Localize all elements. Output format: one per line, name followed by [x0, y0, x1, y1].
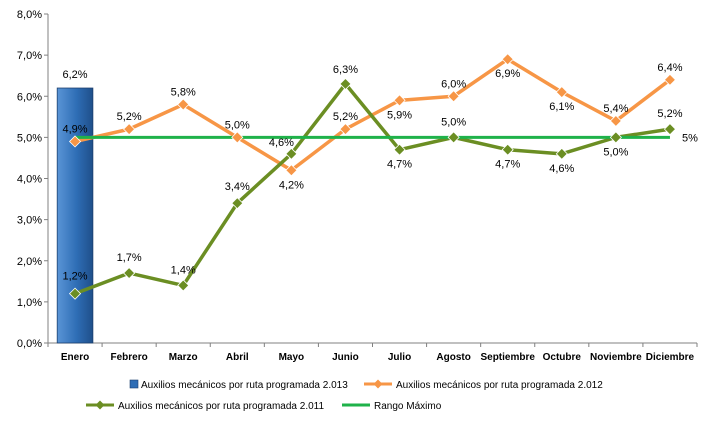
point-2011	[231, 197, 244, 210]
data-label-2011: 1,7%	[117, 252, 142, 264]
point-2011	[609, 131, 622, 144]
point-2012	[393, 94, 406, 107]
x-tick-label: Febrero	[111, 352, 148, 363]
legend-label: Auxilios mecánicos por ruta programada 2…	[396, 380, 603, 391]
y-tick-label: 2,0%	[17, 256, 42, 268]
x-tick-label: Agosto	[436, 352, 470, 363]
legend-label: Rango Máximo	[374, 401, 442, 412]
data-label-2012: 5,9%	[387, 109, 412, 121]
y-tick-label: 6,0%	[17, 91, 42, 103]
data-label-2011: 3,4%	[225, 181, 250, 193]
data-label-2012: 4,2%	[279, 179, 304, 191]
point-2011	[177, 279, 190, 292]
point-2012	[663, 73, 677, 86]
point-2012	[555, 86, 568, 99]
point-2012	[123, 123, 136, 136]
data-label-2011: 5,2%	[657, 108, 682, 120]
point-2011	[447, 131, 460, 144]
x-tick-label: Octubre	[543, 352, 582, 363]
data-label-2012: 5,2%	[333, 111, 358, 123]
data-label-rango-maximo: 5%	[682, 132, 698, 144]
x-tick-label: Abril	[226, 352, 249, 363]
data-label-2012: 6,9%	[495, 68, 520, 80]
point-2012	[177, 98, 190, 111]
point-2011	[393, 143, 406, 156]
data-label-2011: 5,0%	[603, 146, 628, 158]
y-tick-label: 5,0%	[17, 132, 42, 144]
data-label-2011: 4,7%	[495, 159, 520, 171]
data-label-2011: 6,3%	[333, 64, 358, 76]
data-label-2011: 1,4%	[171, 264, 196, 276]
point-2012	[339, 123, 352, 136]
y-tick-label: 0,0%	[17, 338, 42, 350]
point-2011	[123, 267, 136, 280]
point-2011	[285, 147, 298, 160]
x-tick-label: Mayo	[279, 352, 305, 363]
data-label-2012: 6,0%	[441, 78, 466, 90]
legend-label: Auxilios mecánicos por ruta programada 2…	[118, 401, 324, 412]
data-label-2012: 5,2%	[117, 111, 142, 123]
x-tick-label: Enero	[61, 352, 89, 363]
legend-label: Auxilios mecánicos por ruta programada 2…	[141, 380, 348, 391]
point-2011	[68, 287, 82, 300]
point-2012	[501, 53, 514, 66]
bar-2013	[56, 87, 94, 344]
point-2012	[609, 114, 622, 127]
series-line-2011	[74, 82, 671, 296]
data-label-2012: 4,9%	[63, 123, 88, 135]
x-tick-label: Septiembre	[480, 352, 535, 363]
data-label-2012: 5,4%	[603, 103, 628, 115]
point-2011	[555, 147, 568, 160]
legend-marker	[373, 379, 383, 389]
y-tick-label: 4,0%	[17, 174, 42, 186]
data-label-2011: 4,6%	[269, 137, 294, 149]
data-label-2011: 4,6%	[549, 163, 574, 175]
point-2012	[231, 131, 244, 144]
x-tick-label: Diciembre	[646, 352, 695, 363]
data-label-2013: 6,2%	[63, 69, 88, 81]
point-2012	[285, 164, 298, 177]
x-tick-label: Junio	[332, 352, 359, 363]
data-label-2012: 6,1%	[549, 101, 574, 113]
y-tick-label: 8,0%	[17, 9, 42, 21]
point-2011	[339, 77, 352, 90]
point-2011	[663, 123, 677, 136]
data-label-2011: 1,2%	[63, 271, 88, 283]
y-tick-label: 1,0%	[17, 297, 42, 309]
y-tick-label: 7,0%	[17, 50, 42, 62]
x-tick-label: Marzo	[169, 352, 198, 363]
data-label-2012: 5,8%	[171, 86, 196, 98]
x-tick-label: Julio	[388, 352, 411, 363]
x-tick-label: Noviembre	[590, 352, 642, 363]
legend-marker	[95, 400, 105, 410]
point-2012	[68, 135, 82, 148]
data-label-2012: 5,0%	[225, 119, 250, 131]
legend-swatch-2013	[129, 379, 139, 389]
point-2012	[447, 90, 460, 103]
y-tick-label: 3,0%	[17, 215, 42, 227]
data-label-2012: 6,4%	[657, 62, 682, 74]
data-label-2011: 4,7%	[387, 159, 412, 171]
data-label-2011: 5,0%	[441, 116, 466, 128]
point-2011	[501, 143, 514, 156]
